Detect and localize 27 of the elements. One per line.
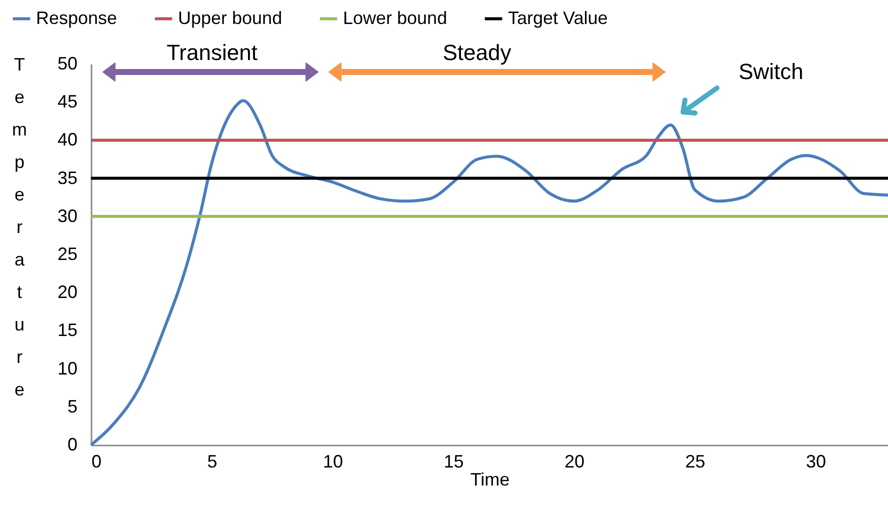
y-tick-label: 25	[57, 244, 78, 264]
text: Temperature	[12, 54, 27, 400]
x-tick-label: 15	[444, 452, 464, 472]
y-tick-label: 45	[57, 92, 78, 112]
y-tick-label: 15	[57, 320, 78, 340]
annotation: Steady	[442, 40, 512, 65]
legend-label: Target Value	[508, 8, 608, 28]
legend-label: Response	[36, 8, 118, 28]
x-tick-label: 25	[685, 452, 706, 472]
y-tick-label: 50	[57, 54, 78, 74]
x-axis-title: Time	[470, 470, 510, 490]
legend-label: Lower bound	[343, 8, 448, 28]
y-tick-label: 10	[57, 358, 78, 378]
annotation: Transient	[166, 40, 258, 65]
x-tick-label: 20	[564, 452, 585, 472]
x-tick-label: 30	[806, 452, 826, 472]
x-tick-label: 0	[92, 452, 102, 472]
y-tick-label: 0	[67, 434, 78, 454]
annotation: Switch	[738, 59, 804, 84]
x-tick-label: 10	[323, 452, 344, 472]
y-tick-label: 40	[57, 130, 78, 150]
y-tick-label: 20	[57, 282, 78, 302]
y-tick-label: 5	[67, 396, 78, 416]
legend-label: Upper bound	[178, 8, 282, 28]
y-tick-label: 30	[57, 206, 78, 226]
y-tick-label: 35	[57, 168, 78, 188]
x-tick-label: 5	[207, 452, 218, 472]
